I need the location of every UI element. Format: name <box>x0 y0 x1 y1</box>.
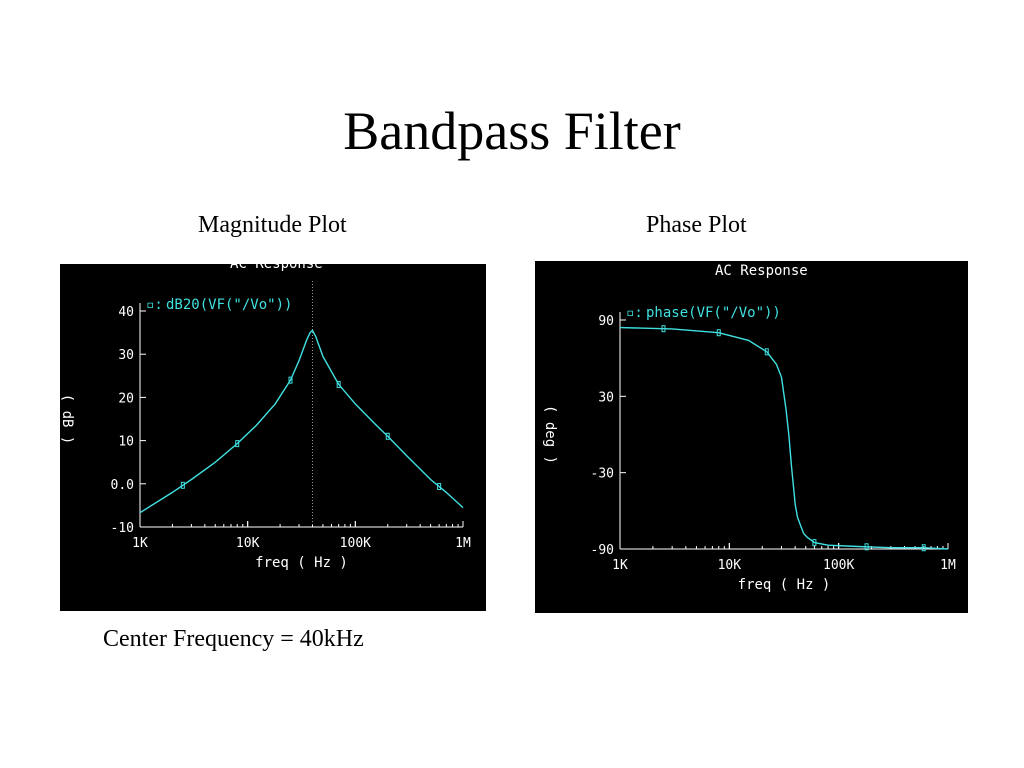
phase-plot-label: Phase Plot <box>646 212 747 238</box>
phase-trace-marker <box>716 329 721 337</box>
phase-x-tick-label: 100K <box>823 558 854 573</box>
phase-y-tick-label: -30 <box>591 467 614 482</box>
magnitude-y-tick-label: -10 <box>111 521 134 536</box>
phase-y-tick-label: 90 <box>598 314 614 329</box>
magnitude-trace-marker <box>288 376 293 384</box>
center-frequency-note: Center Frequency = 40kHz <box>103 626 364 652</box>
phase-y-axis-label: ( deg ) <box>542 405 558 464</box>
phase-y-tick-label: -90 <box>591 543 614 558</box>
phase-trace-line <box>619 326 949 550</box>
phase-trace-marker <box>661 325 666 333</box>
magnitude-plot-label: Magnitude Plot <box>198 212 347 238</box>
magnitude-trace-line <box>139 329 464 514</box>
phase-y-tick-label: 30 <box>598 390 614 405</box>
magnitude-x-tick-label: 1M <box>455 536 471 551</box>
phase-plot: AC Response 90 30 -30 -90 1K 10K 100K 1M freq ( … <box>535 261 968 613</box>
magnitude-y-tick-label: 20 <box>118 391 134 406</box>
magnitude-x-axis-label: freq ( Hz ) <box>255 555 348 571</box>
phase-x-axis-label: freq ( Hz ) <box>738 577 831 593</box>
magnitude-y-tick-label: 10 <box>118 435 134 450</box>
magnitude-trace-marker <box>180 481 185 489</box>
magnitude-y-tick-label: 0.0 <box>111 478 134 493</box>
magnitude-legend-marker: ▫: <box>146 297 163 313</box>
magnitude-trace-marker <box>437 483 442 491</box>
phase-x-tick-label: 1K <box>612 558 628 573</box>
magnitude-y-tick-label: 30 <box>118 348 134 363</box>
magnitude-legend-label: dB20(VF("/Vo")) <box>166 297 292 313</box>
magnitude-trace-marker <box>336 380 341 388</box>
magnitude-y-tick-label: 40 <box>118 305 134 320</box>
phase-x-tick-label: 1M <box>940 558 956 573</box>
phase-x-tick-label: 10K <box>718 558 742 573</box>
phase-trace-marker <box>812 539 817 547</box>
magnitude-trace-marker <box>385 432 390 440</box>
phase-trace-marker <box>864 543 869 551</box>
phase-legend-marker: ▫: <box>626 305 643 321</box>
magnitude-plot: AC Response 40 30 20 10 0.0 -10 1K 10K 100K 1M fre… <box>60 264 486 611</box>
magnitude-chart-header: AC Response <box>230 264 323 272</box>
slide-title: Bandpass Filter <box>343 101 681 161</box>
magnitude-trace-marker <box>235 440 240 448</box>
phase-trace-marker <box>764 348 769 356</box>
magnitude-x-tick-label: 10K <box>236 536 260 551</box>
phase-trace-marker <box>921 544 926 552</box>
magnitude-y-axis-label: ( dB ) <box>60 394 75 445</box>
phase-legend-label: phase(VF("/Vo")) <box>646 305 781 321</box>
magnitude-x-tick-label: 100K <box>340 536 371 551</box>
phase-chart-header: AC Response <box>715 263 808 279</box>
magnitude-x-tick-label: 1K <box>132 536 148 551</box>
